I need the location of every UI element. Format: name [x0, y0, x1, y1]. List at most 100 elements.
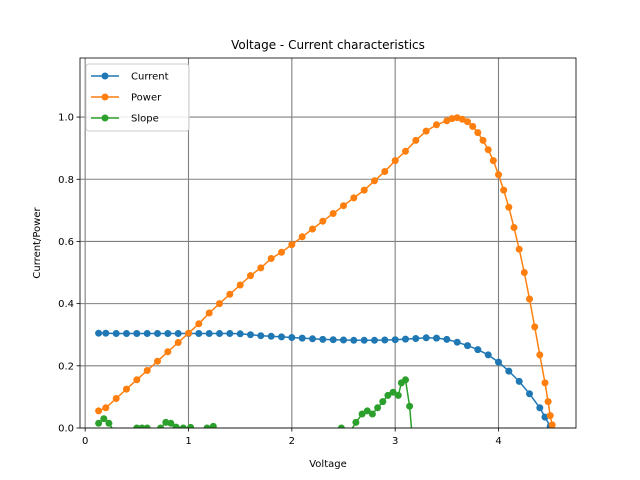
power-point — [484, 146, 492, 154]
slope-point — [394, 391, 402, 399]
slope-point — [363, 407, 371, 415]
power-point — [164, 348, 172, 356]
current-point — [371, 336, 378, 344]
current-point — [154, 330, 161, 337]
legend-frame — [85, 63, 190, 132]
x-tick-label: 1 — [185, 436, 191, 447]
current-point — [536, 404, 544, 412]
current-point — [402, 335, 409, 343]
current-point — [391, 336, 399, 344]
current-point — [515, 377, 523, 385]
power-point — [133, 376, 141, 384]
power-point — [422, 127, 430, 135]
slope-point — [402, 376, 409, 384]
slope-point — [143, 424, 151, 428]
slope-point — [374, 404, 382, 412]
current-point — [195, 330, 203, 337]
slope-point — [209, 422, 217, 428]
power-point — [474, 129, 482, 137]
current-point — [412, 335, 420, 342]
power-point — [298, 233, 306, 241]
power-point — [402, 147, 409, 155]
power-point — [531, 323, 539, 331]
power-point — [112, 395, 120, 402]
power-point — [546, 412, 554, 420]
power-point — [469, 122, 477, 130]
y-axis-label: Current/Power — [32, 207, 43, 279]
slope-point — [389, 388, 397, 396]
slope-point — [100, 415, 108, 423]
power-point — [510, 224, 518, 231]
power-point — [185, 329, 192, 337]
power-point — [350, 194, 358, 202]
current-point — [422, 334, 430, 342]
current-point — [236, 330, 244, 338]
slope-point — [379, 398, 387, 406]
legend-marker-current — [101, 72, 109, 80]
power-point — [154, 357, 161, 365]
slope-point — [384, 391, 392, 399]
current-point — [257, 332, 265, 340]
current-point — [112, 330, 120, 337]
current-point — [443, 335, 451, 343]
current-point — [102, 329, 110, 337]
power-point — [495, 171, 502, 179]
x-tick-label: 4 — [495, 436, 501, 447]
slope-point — [187, 423, 195, 428]
power-point — [123, 385, 130, 393]
power-point — [267, 255, 275, 262]
current-point — [319, 335, 327, 343]
slope-point — [358, 410, 366, 418]
power-point — [102, 404, 110, 412]
current-point — [381, 336, 389, 344]
y-tick-label: 0.6 — [58, 237, 74, 248]
current-point — [143, 330, 151, 337]
slope-point — [95, 419, 103, 427]
x-tick-label: 2 — [289, 436, 295, 447]
slope-point — [172, 423, 180, 428]
power-point — [226, 290, 234, 298]
power-point — [309, 225, 316, 233]
power-point — [278, 248, 285, 256]
power-point — [505, 203, 513, 211]
current-point — [164, 330, 172, 337]
power-point — [381, 168, 389, 175]
power-point — [536, 351, 544, 359]
current-point — [205, 330, 213, 337]
current-point — [526, 390, 533, 398]
power-point — [329, 210, 337, 217]
ticks: 0 1 2 3 4 0.0 0.2 0.4 0.6 0.8 1.0 — [58, 113, 502, 447]
current-point — [247, 331, 254, 339]
current-point — [288, 334, 296, 341]
power-point — [544, 398, 552, 406]
current-point — [123, 330, 130, 337]
legend-label-power: Power — [131, 93, 162, 104]
legend: Current Power Slope — [85, 63, 190, 132]
plot-frame — [79, 57, 577, 429]
power-point — [520, 269, 528, 276]
x-tick-label: 0 — [82, 436, 88, 447]
power-point — [340, 202, 347, 210]
current-point — [329, 336, 337, 344]
current-point — [267, 332, 275, 340]
current-point — [453, 338, 461, 346]
power-point — [391, 157, 399, 165]
current-point — [174, 330, 182, 337]
power-point — [288, 241, 296, 249]
current-point — [474, 346, 482, 354]
power-point — [174, 339, 182, 346]
y-tick-label: 0.8 — [58, 175, 74, 186]
slope-point — [203, 424, 211, 428]
power-point — [433, 121, 440, 129]
power-point — [489, 157, 497, 165]
power-point — [257, 264, 265, 272]
current-point — [495, 358, 502, 366]
power-point — [371, 177, 378, 185]
x-axis-label: Voltage — [309, 459, 347, 470]
power-point — [541, 379, 549, 387]
power-point — [526, 295, 533, 303]
current-point — [133, 330, 141, 337]
power-point — [216, 300, 223, 308]
y-tick-label: 0.2 — [58, 361, 74, 372]
